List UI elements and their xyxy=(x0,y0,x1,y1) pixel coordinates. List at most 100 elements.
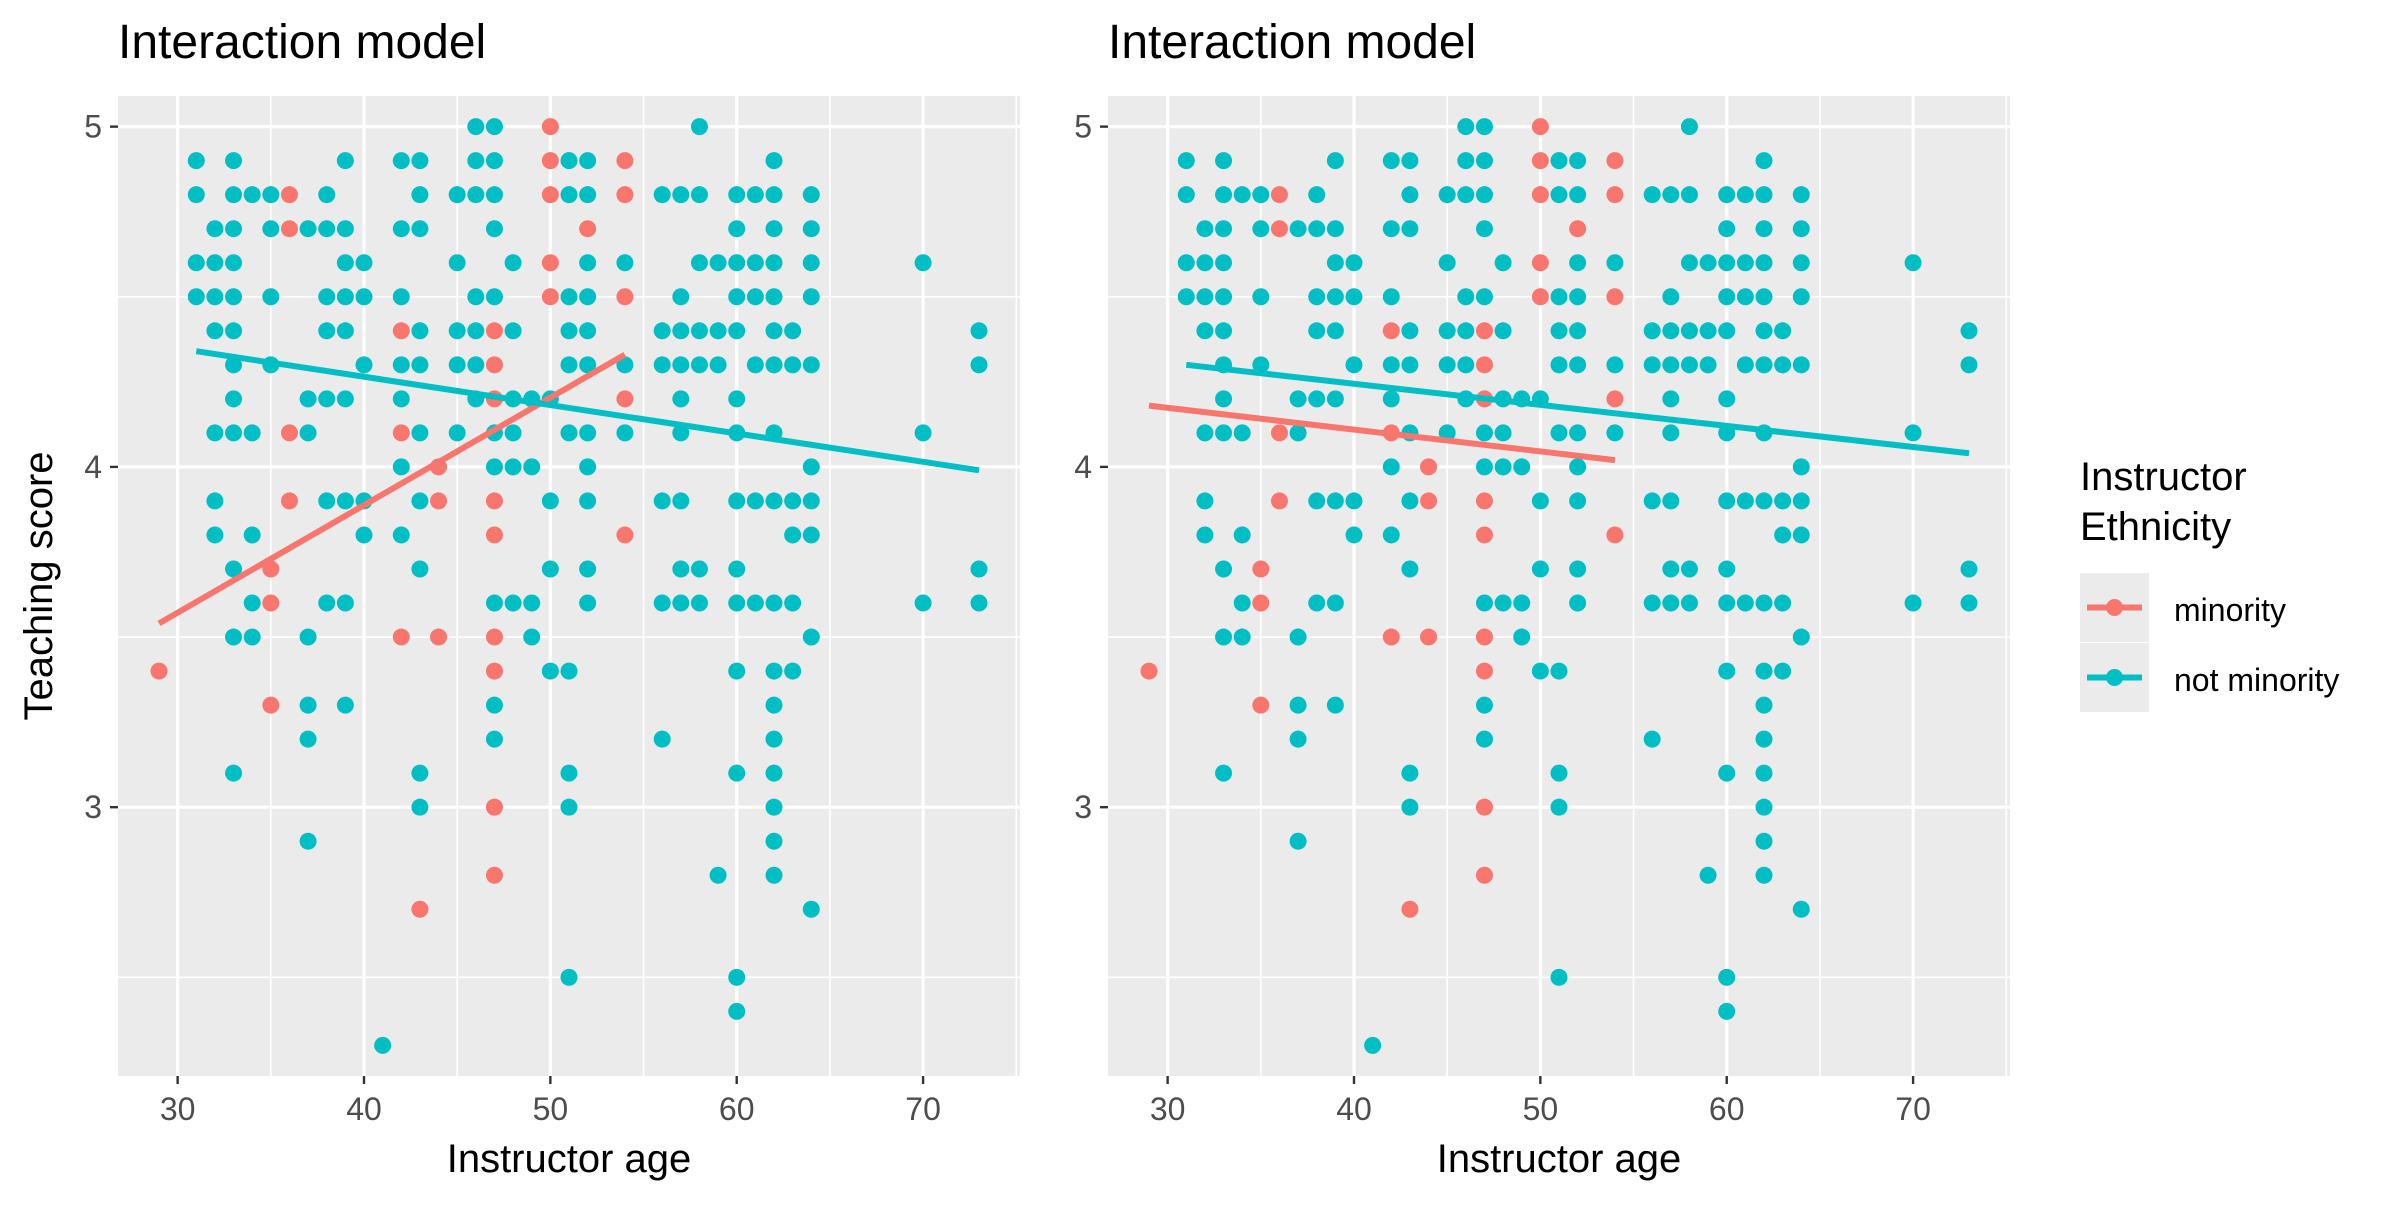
data-point-not-minority xyxy=(784,356,802,374)
data-point-minority xyxy=(280,220,298,238)
data-point-not-minority xyxy=(318,220,336,238)
data-point-not-minority xyxy=(672,288,690,306)
data-point-not-minority xyxy=(802,458,820,476)
data-point-not-minority xyxy=(560,764,578,782)
data-point-not-minority xyxy=(1680,594,1698,612)
data-point-not-minority xyxy=(1569,152,1587,170)
data-point-not-minority xyxy=(1215,424,1233,442)
data-point-not-minority xyxy=(1401,356,1419,374)
data-point-not-minority xyxy=(467,322,485,340)
y-tick-label: 4 xyxy=(84,449,102,485)
data-point-not-minority xyxy=(1755,866,1773,884)
y-axis-ticks: 3 4 5 xyxy=(84,109,118,825)
data-point-minority xyxy=(616,186,634,204)
panel-right: Interaction model 30 40 50 60 70 3 4 5 Instruc… xyxy=(1074,16,2010,1181)
data-point-not-minority xyxy=(1662,390,1680,408)
data-point-not-minority xyxy=(1364,1036,1382,1054)
data-point-not-minority xyxy=(1718,560,1736,578)
data-point-minority xyxy=(541,118,559,136)
data-point-minority xyxy=(541,186,559,204)
data-point-not-minority xyxy=(225,322,243,340)
data-point-not-minority xyxy=(728,288,746,306)
data-point-not-minority xyxy=(728,186,746,204)
data-point-minority xyxy=(150,662,168,680)
data-point-not-minority xyxy=(1289,424,1307,442)
data-point-not-minority xyxy=(765,220,783,238)
data-point-not-minority xyxy=(1960,560,1978,578)
data-point-not-minority xyxy=(579,492,597,510)
data-point-not-minority xyxy=(690,356,708,374)
data-point-not-minority xyxy=(1755,798,1773,816)
data-point-minority xyxy=(1606,186,1624,204)
data-point-not-minority xyxy=(1345,492,1363,510)
data-point-not-minority xyxy=(1680,322,1698,340)
data-point-minority xyxy=(1270,492,1288,510)
data-point-not-minority xyxy=(1718,322,1736,340)
data-point-not-minority xyxy=(1960,594,1978,612)
data-point-not-minority xyxy=(1215,288,1233,306)
data-point-not-minority xyxy=(802,220,820,238)
data-point-not-minority xyxy=(802,254,820,272)
data-point-not-minority xyxy=(485,220,503,238)
data-point-not-minority xyxy=(1401,492,1419,510)
data-point-not-minority xyxy=(1606,424,1624,442)
data-point-not-minority xyxy=(1401,152,1419,170)
data-point-not-minority xyxy=(1569,424,1587,442)
data-point-not-minority xyxy=(1326,390,1344,408)
data-point-not-minority xyxy=(1904,254,1922,272)
data-point-not-minority xyxy=(1308,594,1326,612)
data-point-not-minority xyxy=(1792,186,1810,204)
legend-item-label: not minority xyxy=(2174,662,2339,698)
data-point-not-minority xyxy=(1401,322,1419,340)
data-point-not-minority xyxy=(579,560,597,578)
data-point-not-minority xyxy=(485,186,503,204)
data-point-not-minority xyxy=(336,288,354,306)
data-point-not-minority xyxy=(690,254,708,272)
data-point-minority xyxy=(1382,628,1400,646)
data-point-not-minority xyxy=(1289,628,1307,646)
data-point-not-minority xyxy=(1326,220,1344,238)
data-point-minority xyxy=(1475,322,1493,340)
data-point-not-minority xyxy=(765,254,783,272)
data-point-not-minority xyxy=(1792,254,1810,272)
data-point-not-minority xyxy=(1401,560,1419,578)
data-point-not-minority xyxy=(579,254,597,272)
data-point-not-minority xyxy=(560,662,578,680)
data-point-not-minority xyxy=(1326,322,1344,340)
x-tick-label: 70 xyxy=(905,1091,941,1127)
data-point-not-minority xyxy=(1569,594,1587,612)
data-point-not-minority xyxy=(1215,152,1233,170)
data-point-not-minority xyxy=(1792,356,1810,374)
data-point-minority xyxy=(485,662,503,680)
data-point-not-minority xyxy=(1382,390,1400,408)
data-point-not-minority xyxy=(728,390,746,408)
x-axis-ticks: 30 40 50 60 70 xyxy=(1150,1076,1931,1127)
data-point-not-minority xyxy=(1550,764,1568,782)
data-point-not-minority xyxy=(1662,288,1680,306)
data-point-not-minority xyxy=(225,186,243,204)
data-point-not-minority xyxy=(672,356,690,374)
data-point-not-minority xyxy=(1345,526,1363,544)
data-point-not-minority xyxy=(1755,322,1773,340)
data-point-minority xyxy=(1420,628,1438,646)
data-point-not-minority xyxy=(1718,764,1736,782)
data-point-not-minority xyxy=(1345,288,1363,306)
data-point-not-minority xyxy=(579,322,597,340)
data-point-not-minority xyxy=(1755,186,1773,204)
data-points xyxy=(150,118,988,1054)
data-point-not-minority xyxy=(1662,186,1680,204)
data-point-not-minority xyxy=(1233,186,1251,204)
y-tick-label: 4 xyxy=(1074,449,1092,485)
data-point-not-minority xyxy=(1457,322,1475,340)
data-point-not-minority xyxy=(1252,288,1270,306)
data-point-not-minority xyxy=(1755,288,1773,306)
data-point-not-minority xyxy=(1382,356,1400,374)
data-point-not-minority xyxy=(746,492,764,510)
data-point-not-minority xyxy=(336,152,354,170)
data-point-not-minority xyxy=(765,798,783,816)
data-point-not-minority xyxy=(1513,628,1531,646)
data-point-not-minority xyxy=(225,152,243,170)
data-point-not-minority xyxy=(970,594,988,612)
data-point-not-minority xyxy=(784,492,802,510)
